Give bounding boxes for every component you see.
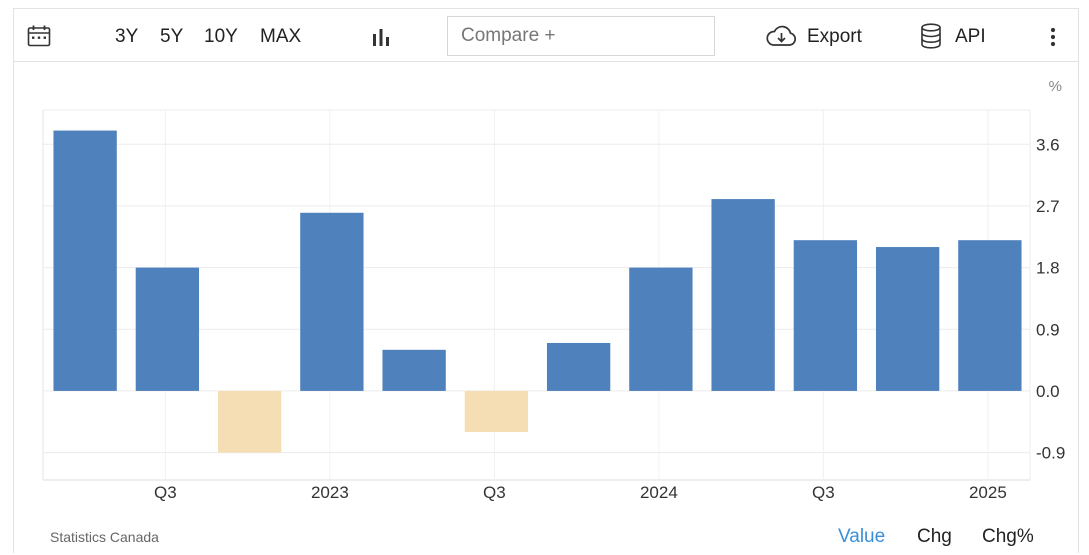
- bar[interactable]: [53, 130, 117, 391]
- chg-tab[interactable]: Chg: [917, 526, 952, 547]
- bar[interactable]: [958, 240, 1022, 391]
- y-tick-label: 2.7: [1036, 197, 1060, 216]
- bar[interactable]: [793, 240, 858, 391]
- compare-input[interactable]: Compare +: [447, 16, 715, 56]
- x-tick-label: 2025: [969, 483, 1007, 502]
- bar[interactable]: [135, 267, 200, 391]
- api-button[interactable]: API: [955, 26, 986, 47]
- bar[interactable]: [464, 390, 529, 433]
- toolbar: 3Y 5Y 10Y MAX Compare + Export API: [13, 8, 1079, 62]
- database-icon[interactable]: [920, 23, 942, 54]
- more-vertical-icon[interactable]: [1050, 27, 1056, 52]
- calendar-icon[interactable]: [27, 25, 51, 52]
- chart-frame: [13, 8, 1079, 553]
- bar[interactable]: [629, 267, 693, 391]
- range-10y-button[interactable]: 10Y: [204, 26, 238, 47]
- range-3y-button[interactable]: 3Y: [115, 26, 139, 47]
- cloud-download-icon[interactable]: [765, 25, 797, 52]
- bar[interactable]: [875, 247, 940, 391]
- x-tick-label: Q3: [483, 483, 506, 502]
- x-tick-label: Q3: [154, 483, 177, 502]
- y-unit-label: %: [1049, 78, 1062, 95]
- y-tick-label: 1.8: [1036, 259, 1060, 278]
- export-button[interactable]: Export: [807, 26, 862, 47]
- bar[interactable]: [300, 212, 364, 391]
- x-tick-label: 2023: [311, 483, 349, 502]
- bar[interactable]: [546, 342, 611, 391]
- source-label: Statistics Canada: [50, 529, 159, 545]
- value-tab[interactable]: Value: [838, 526, 886, 547]
- range-max-button[interactable]: MAX: [260, 26, 302, 47]
- x-tick-label: 2024: [640, 483, 678, 502]
- bar[interactable]: [217, 390, 282, 453]
- y-tick-label: 0.9: [1036, 320, 1060, 339]
- y-tick-label: 3.6: [1036, 135, 1060, 154]
- y-tick-label: -0.9: [1036, 444, 1065, 463]
- bar[interactable]: [711, 199, 775, 391]
- chg-percent-tab[interactable]: Chg%: [982, 526, 1034, 547]
- range-5y-button[interactable]: 5Y: [160, 26, 184, 47]
- bar[interactable]: [382, 349, 446, 391]
- x-tick-label: Q3: [812, 483, 835, 502]
- bar-chart-icon[interactable]: [371, 27, 391, 52]
- y-tick-label: 0.0: [1036, 382, 1060, 401]
